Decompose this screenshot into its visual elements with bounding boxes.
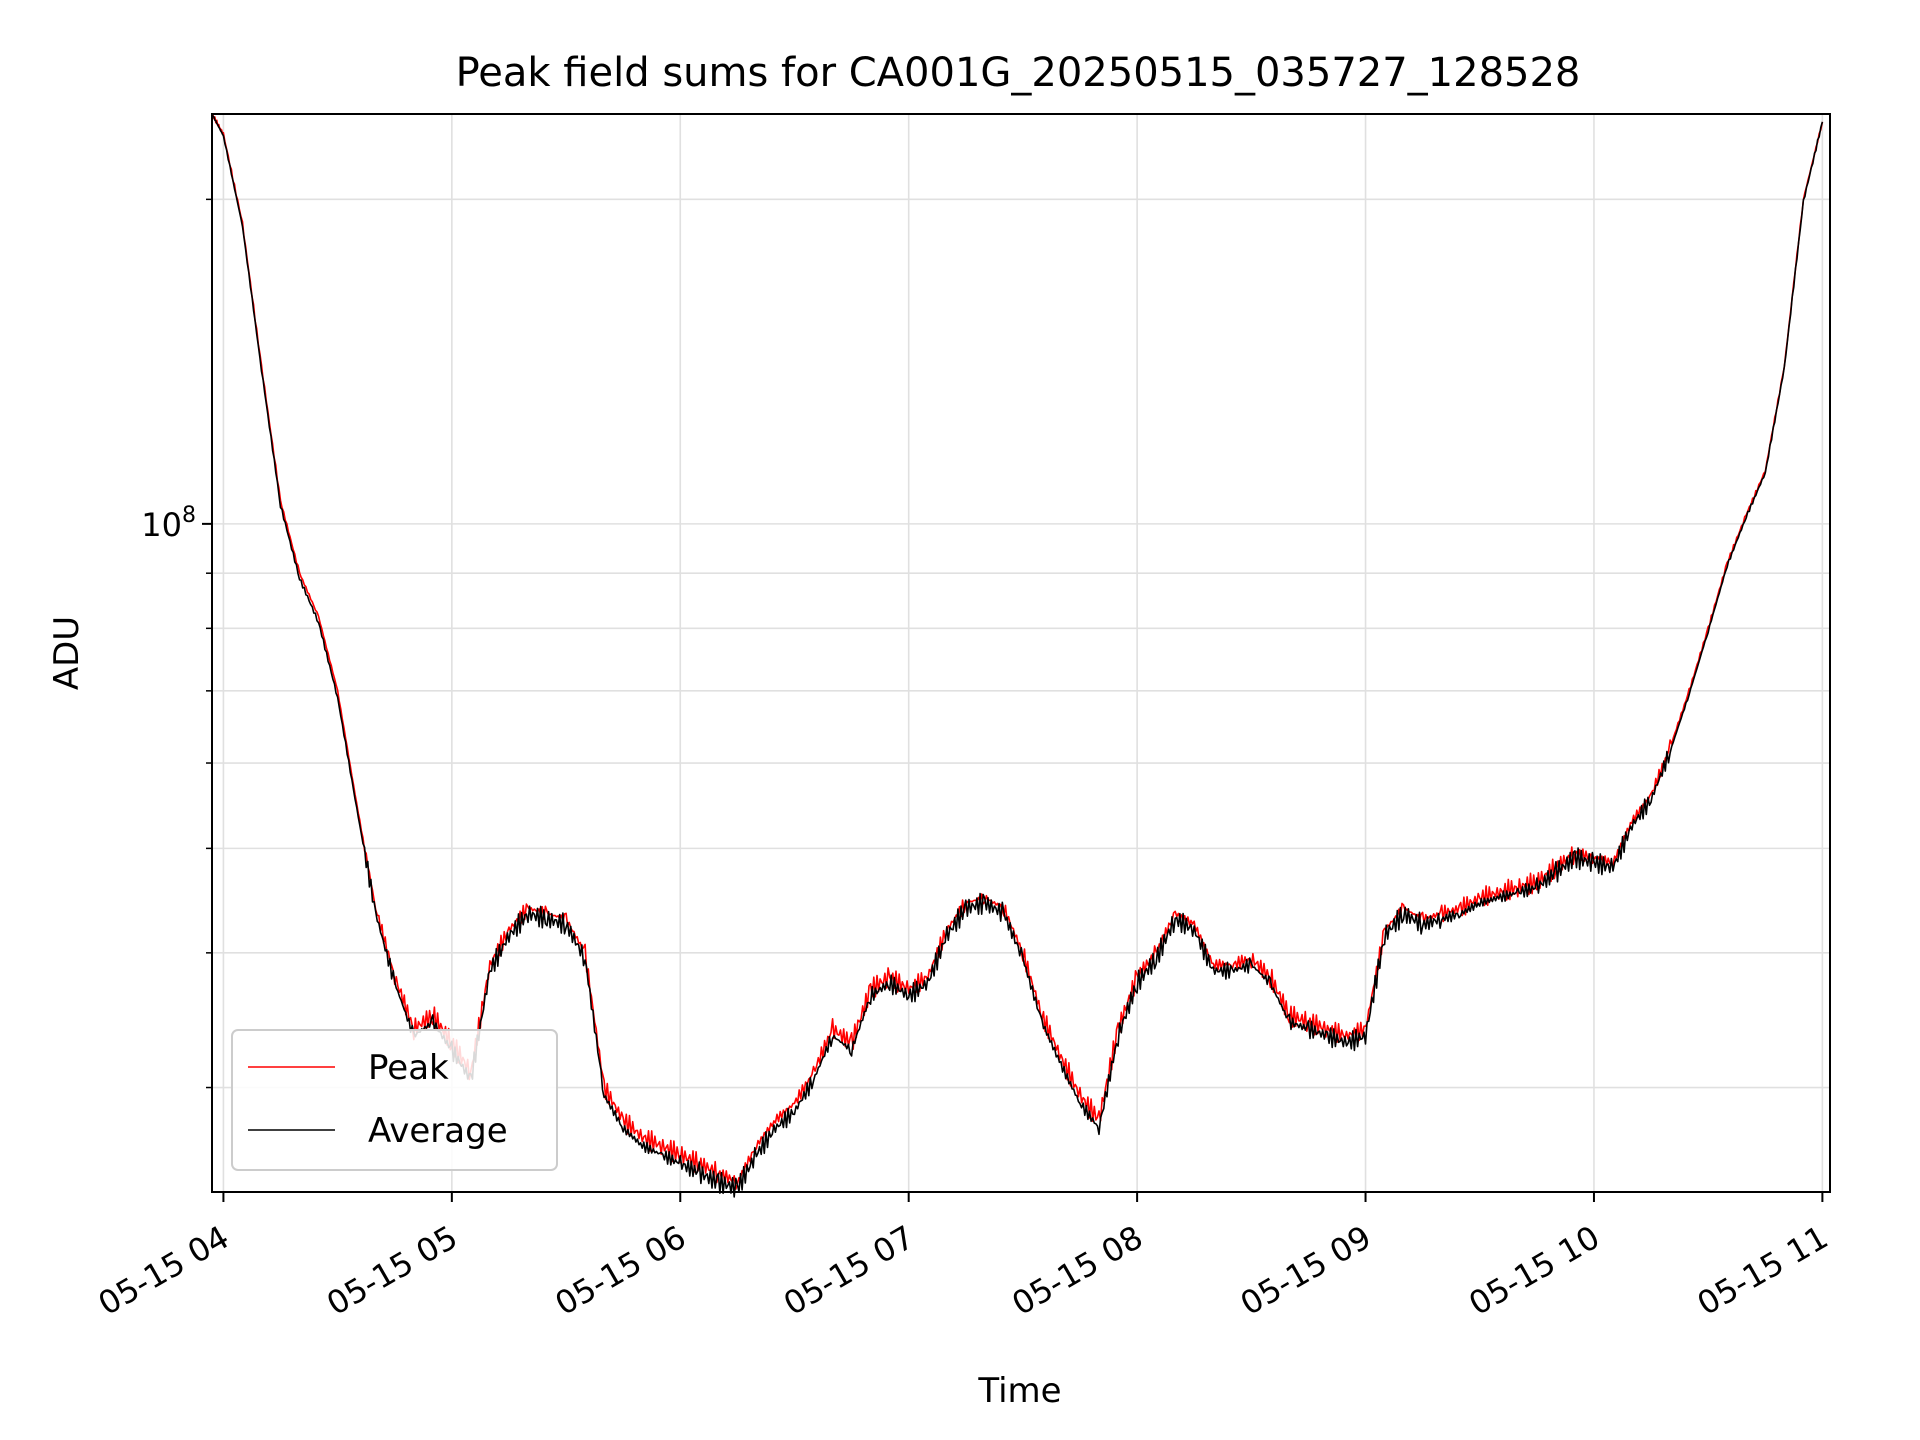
legend: Peak Average: [231, 1029, 558, 1171]
plot-frame: [211, 113, 1831, 1193]
grid: [212, 114, 1830, 1192]
legend-box: [231, 1029, 558, 1171]
y-tick-label: 108: [141, 503, 196, 544]
legend-label-average: Average: [368, 1111, 508, 1151]
chart-title: Peak field sums for CA001G_20250515_0357…: [456, 50, 1581, 96]
y-axis-label: ADU: [47, 616, 87, 690]
x-axis-label: Time: [977, 1371, 1061, 1411]
legend-label-peak: Peak: [368, 1048, 449, 1088]
y-axis-ticks: 108: [141, 198, 212, 1089]
